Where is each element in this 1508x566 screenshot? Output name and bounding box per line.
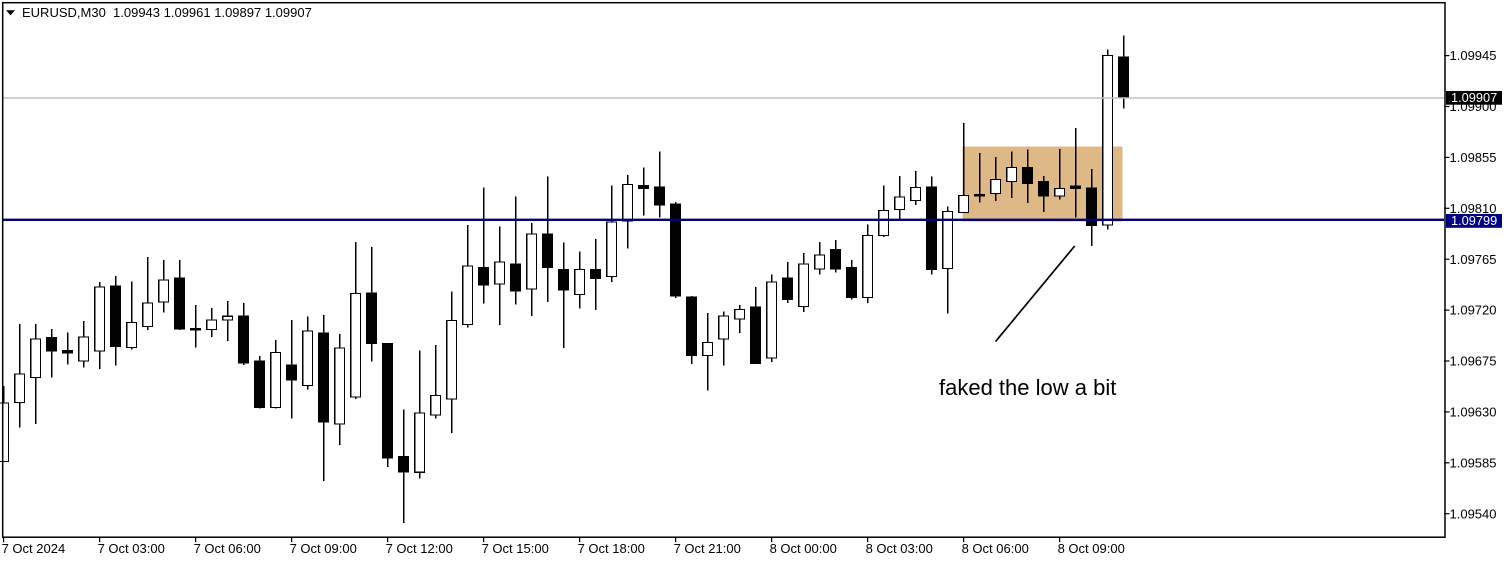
svg-text:1.09675: 1.09675 [1450, 354, 1497, 369]
svg-text:1.09810: 1.09810 [1450, 201, 1497, 216]
svg-text:1.09630: 1.09630 [1450, 405, 1497, 420]
svg-text:1.09907: 1.09907 [1451, 90, 1497, 105]
svg-text:1.09540: 1.09540 [1450, 506, 1497, 521]
svg-text:1.09799: 1.09799 [1451, 213, 1497, 228]
svg-text:7 Oct 15:00: 7 Oct 15:00 [482, 541, 549, 556]
svg-text:8 Oct 03:00: 8 Oct 03:00 [866, 541, 933, 556]
svg-text:1.09720: 1.09720 [1450, 303, 1497, 318]
svg-text:1.09945: 1.09945 [1450, 48, 1497, 63]
svg-text:7 Oct 06:00: 7 Oct 06:00 [194, 541, 261, 556]
svg-text:EURUSD,M30 1.09943 1.09961 1.: EURUSD,M30 1.09943 1.09961 1.09897 1.099… [22, 5, 312, 20]
svg-text:8 Oct 06:00: 8 Oct 06:00 [962, 541, 1029, 556]
svg-text:7 Oct 03:00: 7 Oct 03:00 [98, 541, 165, 556]
svg-text:8 Oct 09:00: 8 Oct 09:00 [1058, 541, 1125, 556]
svg-text:1.09765: 1.09765 [1450, 252, 1497, 267]
svg-text:1.09585: 1.09585 [1450, 455, 1497, 470]
svg-text:1.09855: 1.09855 [1450, 150, 1497, 165]
svg-text:7 Oct 09:00: 7 Oct 09:00 [290, 541, 357, 556]
svg-text:7 Oct 21:00: 7 Oct 21:00 [674, 541, 741, 556]
svg-text:7 Oct 2024: 7 Oct 2024 [2, 541, 66, 556]
svg-text:7 Oct 12:00: 7 Oct 12:00 [386, 541, 453, 556]
svg-text:8 Oct 00:00: 8 Oct 00:00 [770, 541, 837, 556]
svg-text:7 Oct 18:00: 7 Oct 18:00 [578, 541, 645, 556]
svg-text:faked the low a bit: faked the low a bit [939, 375, 1116, 400]
